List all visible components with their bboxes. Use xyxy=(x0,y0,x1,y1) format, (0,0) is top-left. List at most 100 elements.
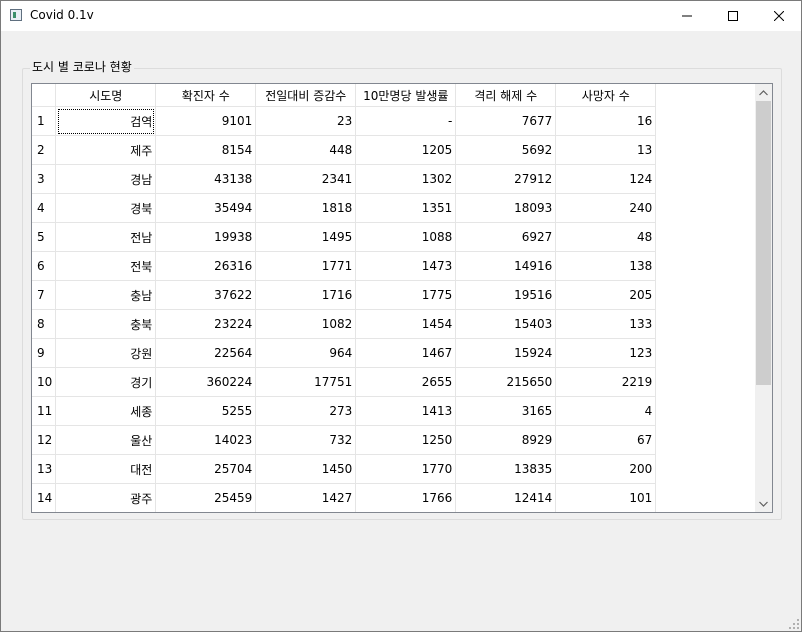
table-cell[interactable]: 25459 xyxy=(155,483,257,512)
table-cell[interactable]: 1088 xyxy=(355,222,457,252)
table-row[interactable]: 2 제주 8154 448 1205 5692 13 xyxy=(32,135,662,165)
table-cell[interactable]: 1775 xyxy=(355,280,457,310)
table-cell[interactable]: 205 xyxy=(555,280,657,310)
table-row[interactable]: 8 충북 23224 1082 1454 15403 133 xyxy=(32,309,662,339)
table-cell[interactable]: 18093 xyxy=(455,193,557,223)
row-header[interactable]: 14 xyxy=(32,483,57,512)
covid-table[interactable]: 시도명 확진자 수 전일대비 증감수 10만명당 발생률 격리 해제 수 사망자… xyxy=(31,83,773,513)
row-header[interactable]: 1 xyxy=(32,106,57,136)
table-cell[interactable]: 200 xyxy=(555,454,657,484)
table-cell[interactable]: 9101 xyxy=(155,106,257,136)
column-header[interactable]: 격리 해제 수 xyxy=(455,84,557,107)
row-header[interactable]: 5 xyxy=(32,222,57,252)
table-cell[interactable]: 19516 xyxy=(455,280,557,310)
table-cell[interactable]: 5692 xyxy=(455,135,557,165)
table-cell[interactable]: 1082 xyxy=(255,309,357,339)
row-header[interactable]: 7 xyxy=(32,280,57,310)
table-cell[interactable]: 대전 xyxy=(55,454,157,484)
table-cell[interactable]: 133 xyxy=(555,309,657,339)
table-cell[interactable]: 23 xyxy=(255,106,357,136)
table-cell[interactable]: 충남 xyxy=(55,280,157,310)
row-header[interactable]: 4 xyxy=(32,193,57,223)
table-row[interactable]: 5 전남 19938 1495 1088 6927 48 xyxy=(32,222,662,252)
table-cell[interactable]: 14916 xyxy=(455,251,557,281)
scrollbar-thumb[interactable] xyxy=(756,101,771,385)
table-cell[interactable]: 강원 xyxy=(55,338,157,368)
maximize-button[interactable] xyxy=(710,1,756,31)
table-cell[interactable]: 전남 xyxy=(55,222,157,252)
scroll-down-button[interactable] xyxy=(755,495,772,512)
table-cell[interactable]: 43138 xyxy=(155,164,257,194)
table-cell[interactable]: 경북 xyxy=(55,193,157,223)
table-cell[interactable]: 23224 xyxy=(155,309,257,339)
table-cell[interactable]: 964 xyxy=(255,338,357,368)
row-header[interactable]: 2 xyxy=(32,135,57,165)
table-cell[interactable]: 1766 xyxy=(355,483,457,512)
table-row[interactable]: 3 경남 43138 2341 1302 27912 124 xyxy=(32,164,662,194)
table-cell[interactable]: - xyxy=(355,106,457,136)
table-cell[interactable]: 전북 xyxy=(55,251,157,281)
table-cell[interactable]: 27912 xyxy=(455,164,557,194)
table-cell[interactable]: 1454 xyxy=(355,309,457,339)
table-cell[interactable]: 1467 xyxy=(355,338,457,368)
table-cell[interactable]: 충북 xyxy=(55,309,157,339)
table-cell[interactable]: 37622 xyxy=(155,280,257,310)
table-row[interactable]: 9 강원 22564 964 1467 15924 123 xyxy=(32,338,662,368)
table-cell[interactable]: 1450 xyxy=(255,454,357,484)
column-header[interactable]: 전일대비 증감수 xyxy=(255,84,357,107)
table-cell[interactable]: 273 xyxy=(255,396,357,426)
table-cell[interactable]: 13 xyxy=(555,135,657,165)
resize-grip-icon[interactable] xyxy=(789,619,799,629)
table-cell[interactable]: 1302 xyxy=(355,164,457,194)
table-cell[interactable]: 215650 xyxy=(455,367,557,397)
table-row[interactable]: 11 세종 5255 273 1413 3165 4 xyxy=(32,396,662,426)
table-cell[interactable]: 검역 xyxy=(55,106,157,136)
table-cell[interactable]: 2341 xyxy=(255,164,357,194)
table-cell[interactable]: 1495 xyxy=(255,222,357,252)
vertical-scrollbar[interactable] xyxy=(755,84,772,512)
row-header[interactable]: 9 xyxy=(32,338,57,368)
column-header[interactable]: 시도명 xyxy=(55,84,157,107)
table-cell[interactable]: 1473 xyxy=(355,251,457,281)
close-button[interactable] xyxy=(756,1,801,31)
table-cell[interactable]: 2219 xyxy=(555,367,657,397)
table-cell[interactable]: 8154 xyxy=(155,135,257,165)
table-row[interactable]: 4 경북 35494 1818 1351 18093 240 xyxy=(32,193,662,223)
table-row[interactable]: 10 경기 360224 17751 2655 215650 2219 xyxy=(32,367,662,397)
table-cell[interactable]: 124 xyxy=(555,164,657,194)
table-cell[interactable]: 448 xyxy=(255,135,357,165)
table-cell[interactable]: 6927 xyxy=(455,222,557,252)
table-row[interactable]: 6 전북 26316 1771 1473 14916 138 xyxy=(32,251,662,281)
row-header[interactable]: 12 xyxy=(32,425,57,455)
table-cell[interactable]: 240 xyxy=(555,193,657,223)
table-cell[interactable]: 8929 xyxy=(455,425,557,455)
table-row[interactable]: 12 울산 14023 732 1250 8929 67 xyxy=(32,425,662,455)
table-cell[interactable]: 3165 xyxy=(455,396,557,426)
table-row[interactable]: 14 광주 25459 1427 1766 12414 101 xyxy=(32,483,662,512)
table-cell[interactable]: 13835 xyxy=(455,454,557,484)
table-cell[interactable]: 1427 xyxy=(255,483,357,512)
table-cell[interactable]: 732 xyxy=(255,425,357,455)
table-cell[interactable]: 12414 xyxy=(455,483,557,512)
table-cell[interactable]: 1250 xyxy=(355,425,457,455)
scroll-up-button[interactable] xyxy=(755,84,772,101)
table-cell[interactable]: 22564 xyxy=(155,338,257,368)
table-cell[interactable]: 울산 xyxy=(55,425,157,455)
table-cell[interactable]: 광주 xyxy=(55,483,157,512)
table-cell[interactable]: 35494 xyxy=(155,193,257,223)
table-cell[interactable]: 67 xyxy=(555,425,657,455)
table-cell[interactable]: 16 xyxy=(555,106,657,136)
row-header[interactable]: 6 xyxy=(32,251,57,281)
table-cell[interactable]: 15403 xyxy=(455,309,557,339)
table-cell[interactable]: 2655 xyxy=(355,367,457,397)
table-cell[interactable]: 1771 xyxy=(255,251,357,281)
corner-button[interactable] xyxy=(32,84,57,107)
table-cell[interactable]: 1413 xyxy=(355,396,457,426)
table-cell[interactable]: 경기 xyxy=(55,367,157,397)
column-header[interactable]: 확진자 수 xyxy=(155,84,257,107)
table-cell[interactable]: 경남 xyxy=(55,164,157,194)
column-header[interactable]: 10만명당 발생률 xyxy=(355,84,457,107)
table-cell[interactable]: 101 xyxy=(555,483,657,512)
title-bar[interactable]: Covid 0.1v xyxy=(1,1,801,31)
column-header[interactable]: 사망자 수 xyxy=(555,84,657,107)
